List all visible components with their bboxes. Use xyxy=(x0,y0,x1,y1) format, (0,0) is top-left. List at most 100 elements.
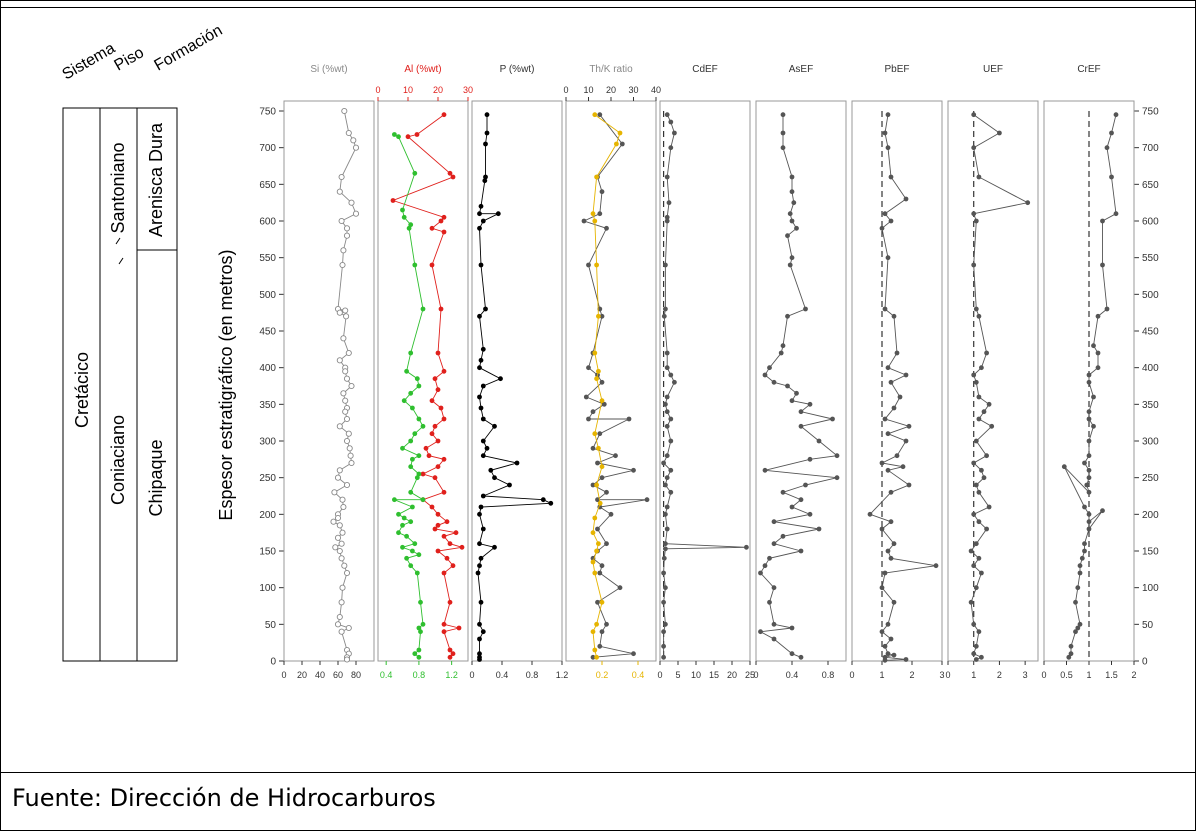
data-point xyxy=(663,621,668,627)
data-point xyxy=(789,255,795,261)
series-line-pb-0 xyxy=(869,114,937,661)
data-point xyxy=(339,496,346,503)
data-point xyxy=(780,343,786,349)
data-point xyxy=(891,313,897,319)
data-point xyxy=(903,657,909,662)
data-point xyxy=(816,438,822,444)
data-point xyxy=(453,530,459,536)
data-point xyxy=(343,375,351,382)
data-point xyxy=(480,218,486,224)
top-tick-label: 30 xyxy=(463,85,473,95)
data-point xyxy=(447,647,453,653)
data-point xyxy=(583,394,589,400)
bottom-tick-label: 60 xyxy=(333,670,343,680)
data-point xyxy=(477,657,482,662)
strat-header-piso: Piso xyxy=(112,44,148,74)
data-point xyxy=(590,211,596,217)
data-point xyxy=(599,189,605,195)
data-point xyxy=(477,394,482,400)
panel-frame-as xyxy=(755,100,847,662)
bottom-tick-label: 0.4 xyxy=(496,670,509,680)
data-point xyxy=(334,514,342,522)
data-point xyxy=(450,174,456,180)
data-point xyxy=(478,599,484,605)
data-point xyxy=(789,174,795,180)
data-point xyxy=(426,453,432,459)
data-point xyxy=(891,652,897,658)
data-point xyxy=(441,112,447,118)
panel-cd: CdEF 0 5 10 15 20 25 xyxy=(657,64,755,680)
data-point xyxy=(336,547,343,555)
bottom-tick-label: 25 xyxy=(745,670,755,680)
data-point xyxy=(429,504,435,510)
data-point xyxy=(1104,145,1110,151)
data-point xyxy=(663,546,668,552)
data-point xyxy=(894,350,900,356)
data-point xyxy=(599,599,605,605)
data-point xyxy=(330,518,337,525)
data-point xyxy=(668,438,674,444)
data-point xyxy=(343,313,350,320)
data-point xyxy=(888,379,894,385)
data-point xyxy=(619,141,625,147)
data-point xyxy=(345,129,352,137)
bottom-tick-label: 5 xyxy=(675,670,680,680)
data-point xyxy=(1084,482,1090,488)
data-point xyxy=(1075,625,1081,631)
data-point xyxy=(401,398,407,404)
bottom-tick-label: 3 xyxy=(1023,670,1028,680)
data-point xyxy=(984,350,989,356)
data-point xyxy=(767,365,772,371)
y-tick-label-right: 700 xyxy=(1142,143,1159,154)
data-point xyxy=(477,541,482,547)
series-line-thk-0 xyxy=(582,114,648,658)
data-point xyxy=(418,599,423,605)
data-point xyxy=(789,189,795,195)
data-point xyxy=(441,533,447,539)
y-tick-label-right: 500 xyxy=(1142,290,1159,301)
bottom-tick-label: 0.2 xyxy=(596,670,609,680)
data-point xyxy=(432,526,438,532)
data-point xyxy=(668,489,674,495)
data-point xyxy=(664,409,670,415)
data-point xyxy=(903,196,909,202)
data-point xyxy=(438,218,444,224)
panel-thk: Th/K ratio 0 10 20 30 40 0.2 0.4 xyxy=(563,64,661,680)
data-point xyxy=(347,452,354,459)
data-point xyxy=(348,459,355,467)
data-point xyxy=(548,500,554,506)
data-point xyxy=(661,643,666,649)
data-point xyxy=(400,207,405,213)
data-point xyxy=(492,475,497,481)
data-point xyxy=(590,445,596,451)
data-point xyxy=(336,357,343,364)
data-point xyxy=(416,416,422,422)
data-point xyxy=(352,210,360,217)
piso-boundary-dash-2 xyxy=(118,257,124,265)
data-point xyxy=(1068,651,1074,657)
data-point xyxy=(771,621,777,627)
data-point xyxy=(666,200,672,206)
data-point xyxy=(968,599,974,605)
sistema-column xyxy=(62,107,178,662)
y-tick-label-right: 650 xyxy=(1142,180,1159,191)
data-point xyxy=(594,654,599,660)
data-point xyxy=(444,519,450,525)
data-point xyxy=(1075,585,1081,591)
data-point xyxy=(888,519,894,525)
panel-al: Al (%wt) 0 10 20 30 0.4 0.8 1.2 xyxy=(375,64,473,680)
data-point xyxy=(342,408,349,415)
data-point xyxy=(661,654,666,660)
data-point xyxy=(338,217,345,225)
data-point xyxy=(882,657,888,663)
data-point xyxy=(1082,541,1087,547)
y-tick-label-left: 700 xyxy=(259,143,276,154)
data-point xyxy=(594,482,599,488)
bottom-tick-label: 0.4 xyxy=(786,670,799,680)
data-point xyxy=(592,112,598,118)
data-point xyxy=(798,423,804,429)
data-point xyxy=(1086,453,1092,459)
data-point xyxy=(888,555,894,561)
data-point xyxy=(997,130,1002,136)
